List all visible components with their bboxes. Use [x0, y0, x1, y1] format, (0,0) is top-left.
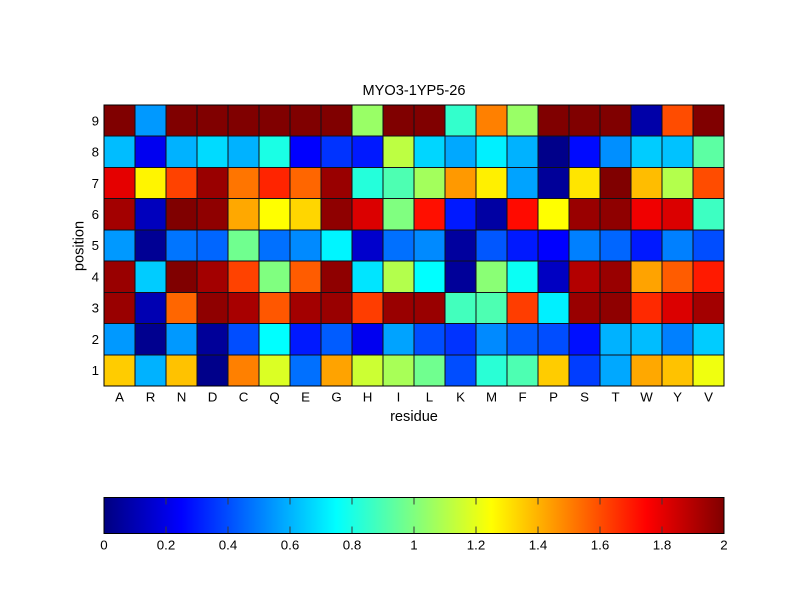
svg-text:L: L — [426, 390, 433, 405]
svg-text:S: S — [580, 390, 589, 405]
svg-text:2: 2 — [720, 538, 727, 553]
svg-text:F: F — [518, 390, 526, 405]
svg-text:0.6: 0.6 — [281, 538, 300, 553]
svg-text:1.6: 1.6 — [591, 538, 610, 553]
svg-text:6: 6 — [92, 207, 99, 222]
svg-text:4: 4 — [92, 269, 99, 284]
svg-text:P: P — [549, 390, 558, 405]
svg-text:0.2: 0.2 — [157, 538, 176, 553]
svg-text:3: 3 — [92, 301, 99, 316]
svg-text:H: H — [363, 390, 373, 405]
svg-text:residue: residue — [390, 409, 438, 425]
svg-text:G: G — [331, 390, 341, 405]
svg-text:I: I — [397, 390, 401, 405]
svg-text:M: M — [486, 390, 497, 405]
svg-text:D: D — [208, 390, 218, 405]
svg-text:T: T — [611, 390, 619, 405]
svg-text:1.4: 1.4 — [529, 538, 548, 553]
svg-text:Y: Y — [673, 390, 682, 405]
svg-text:0.8: 0.8 — [343, 538, 362, 553]
svg-text:Q: Q — [269, 390, 279, 405]
svg-text:R: R — [146, 390, 156, 405]
svg-text:position: position — [72, 221, 88, 271]
svg-text:5: 5 — [92, 238, 99, 253]
svg-text:C: C — [239, 390, 249, 405]
svg-text:1: 1 — [92, 363, 99, 378]
svg-text:0: 0 — [100, 538, 107, 553]
svg-text:0.4: 0.4 — [219, 538, 238, 553]
svg-text:8: 8 — [92, 145, 99, 160]
svg-text:V: V — [704, 390, 713, 405]
svg-text:2: 2 — [92, 332, 99, 347]
svg-text:MYO3-1YP5-26: MYO3-1YP5-26 — [362, 83, 465, 99]
svg-text:E: E — [301, 390, 310, 405]
svg-text:W: W — [640, 390, 653, 405]
svg-text:N: N — [177, 390, 187, 405]
svg-text:1: 1 — [410, 538, 417, 553]
svg-text:K: K — [456, 390, 465, 405]
svg-text:A: A — [115, 390, 124, 405]
svg-text:1.8: 1.8 — [653, 538, 672, 553]
svg-text:1.2: 1.2 — [467, 538, 486, 553]
svg-text:9: 9 — [92, 113, 99, 128]
svg-text:7: 7 — [92, 176, 99, 191]
